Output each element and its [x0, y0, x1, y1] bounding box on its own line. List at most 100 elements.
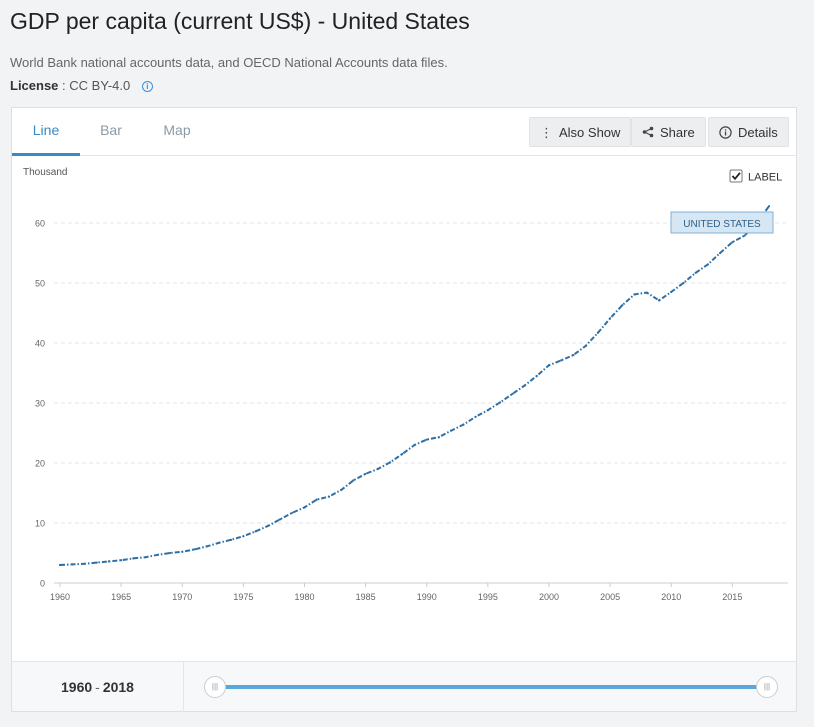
- data-point[interactable]: [230, 538, 233, 541]
- details-button[interactable]: Details: [708, 117, 789, 147]
- x-tick-label: 1975: [233, 592, 253, 602]
- data-point[interactable]: [682, 281, 685, 285]
- data-point[interactable]: [120, 559, 123, 562]
- data-point[interactable]: [498, 401, 502, 404]
- data-point[interactable]: [425, 438, 428, 441]
- data-point[interactable]: [437, 436, 441, 439]
- data-point[interactable]: [95, 561, 98, 564]
- data-point[interactable]: [450, 429, 453, 432]
- also-show-label: Also Show: [559, 125, 621, 140]
- data-point[interactable]: [474, 415, 477, 418]
- data-point[interactable]: [401, 452, 404, 456]
- series-label-text: UNITED STATES: [683, 219, 761, 230]
- data-point[interactable]: [364, 472, 367, 475]
- data-point[interactable]: [217, 541, 221, 544]
- data-point[interactable]: [731, 241, 734, 244]
- range-separator: -: [95, 679, 100, 695]
- range-footer: 1960-2018 ||| |||: [12, 661, 796, 712]
- data-point[interactable]: [181, 550, 184, 553]
- data-point[interactable]: [278, 518, 282, 521]
- x-tick-label: 2000: [539, 592, 559, 602]
- data-point[interactable]: [242, 535, 245, 538]
- data-point[interactable]: [254, 530, 257, 533]
- label-toggle-text: LABEL: [748, 172, 782, 184]
- data-point[interactable]: [266, 524, 269, 528]
- data-point[interactable]: [327, 495, 331, 498]
- info-icon[interactable]: i: [141, 81, 153, 92]
- range-end: 2018: [102, 679, 134, 695]
- data-point[interactable]: [413, 443, 416, 447]
- data-point[interactable]: [743, 234, 746, 237]
- data-point[interactable]: [156, 553, 159, 556]
- y-tick-label: 0: [40, 579, 45, 589]
- share-button[interactable]: Share: [631, 117, 706, 147]
- data-point[interactable]: [645, 291, 648, 294]
- series-line-united-states[interactable]: [59, 205, 770, 566]
- data-point[interactable]: [168, 551, 172, 555]
- data-point[interactable]: [303, 506, 306, 509]
- data-point[interactable]: [58, 563, 62, 567]
- data-point[interactable]: [376, 467, 379, 471]
- tab-map[interactable]: Map: [163, 122, 191, 138]
- y-tick-label: 40: [35, 339, 45, 349]
- y-axis-unit-label: Thousand: [23, 167, 67, 178]
- data-point[interactable]: [83, 562, 86, 565]
- label-toggle[interactable]: LABEL: [729, 169, 782, 184]
- data-point[interactable]: [621, 304, 624, 307]
- data-point[interactable]: [193, 548, 196, 551]
- slider-handle-end[interactable]: |||: [756, 676, 778, 698]
- data-point[interactable]: [340, 488, 343, 492]
- data-point[interactable]: [560, 359, 563, 362]
- data-point[interactable]: [608, 317, 612, 320]
- x-tick-label: 2015: [722, 592, 742, 602]
- data-point[interactable]: [71, 563, 74, 566]
- data-point[interactable]: [584, 344, 587, 348]
- data-point[interactable]: [511, 392, 514, 396]
- data-point[interactable]: [388, 461, 392, 464]
- chart-panel: Line Bar Map ⋮ Also Show Share: [11, 107, 797, 712]
- data-point[interactable]: [719, 251, 722, 255]
- tab-bar: Line Bar Map ⋮ Also Show Share: [12, 108, 796, 156]
- data-point[interactable]: [352, 479, 355, 482]
- data-point[interactable]: [767, 205, 771, 208]
- data-point[interactable]: [535, 374, 538, 378]
- page-source: World Bank national accounts data, and O…: [10, 55, 448, 70]
- data-point[interactable]: [291, 511, 294, 514]
- data-point[interactable]: [547, 364, 551, 367]
- x-tick-label: 1990: [417, 592, 437, 602]
- data-point[interactable]: [205, 545, 208, 548]
- data-point[interactable]: [657, 299, 661, 302]
- checkmark-icon: [731, 172, 741, 181]
- x-tick-label: 1970: [172, 592, 192, 602]
- data-point[interactable]: [572, 353, 575, 357]
- license-separator: :: [62, 78, 66, 93]
- data-point[interactable]: [132, 557, 135, 560]
- y-tick-label: 10: [35, 519, 45, 529]
- checkbox-icon[interactable]: [729, 169, 743, 183]
- x-tick-label: 1985: [356, 592, 376, 602]
- data-point[interactable]: [462, 423, 465, 426]
- data-point[interactable]: [596, 331, 599, 334]
- tab-bar-chart[interactable]: Bar: [100, 122, 122, 138]
- data-point[interactable]: [486, 409, 489, 412]
- data-point[interactable]: [107, 560, 110, 563]
- y-tick-label: 50: [35, 279, 45, 289]
- page-title: GDP per capita (current US$) - United St…: [10, 8, 470, 34]
- license-row: License : CC BY-4.0 i: [10, 78, 153, 93]
- data-point[interactable]: [694, 271, 697, 274]
- year-range-slider-track[interactable]: [216, 685, 768, 689]
- share-icon: [642, 118, 654, 148]
- license-value[interactable]: CC BY-4.0: [69, 78, 131, 93]
- x-tick-label: 1980: [294, 592, 314, 602]
- tab-line[interactable]: Line: [12, 108, 80, 156]
- data-point[interactable]: [144, 556, 147, 559]
- details-label: Details: [738, 125, 778, 140]
- data-point[interactable]: [670, 290, 673, 294]
- y-tick-label: 20: [35, 459, 45, 469]
- slider-handle-start[interactable]: |||: [204, 676, 226, 698]
- data-point[interactable]: [633, 293, 636, 296]
- also-show-button[interactable]: ⋮ Also Show: [529, 117, 632, 147]
- data-point[interactable]: [523, 384, 526, 387]
- data-point[interactable]: [315, 498, 318, 501]
- data-point[interactable]: [706, 263, 709, 266]
